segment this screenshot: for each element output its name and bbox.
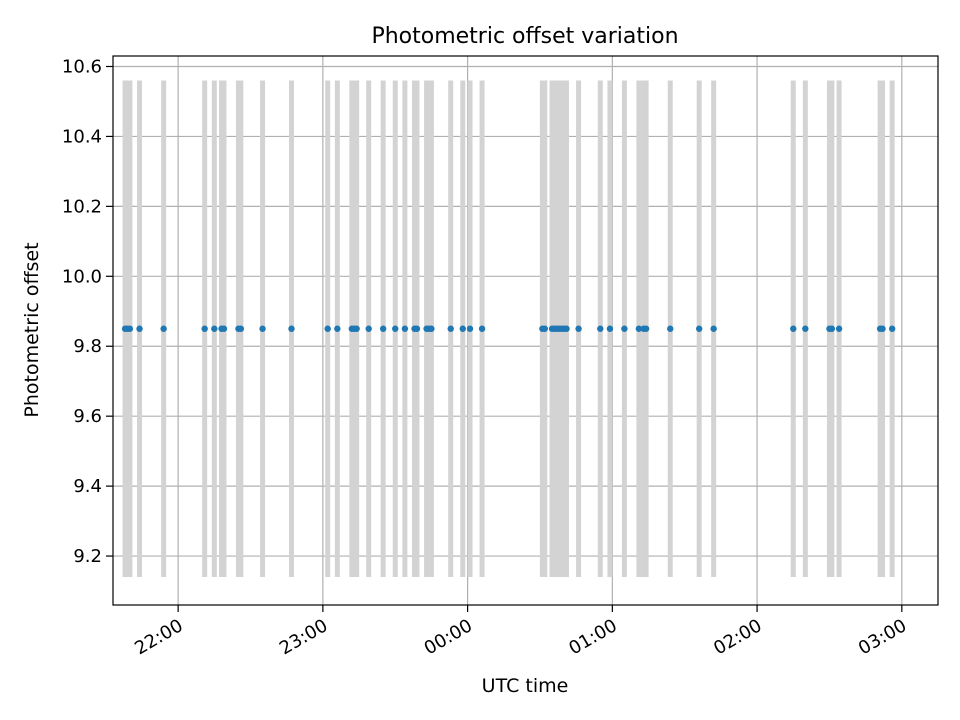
data-point: [334, 325, 341, 332]
data-point: [642, 325, 650, 332]
data-point: [575, 325, 582, 332]
y-tick-label: 10.4: [62, 126, 102, 147]
data-point: [621, 325, 628, 332]
data-point: [413, 325, 421, 332]
data-point: [667, 325, 674, 332]
data-point: [879, 325, 886, 332]
data-point: [828, 325, 836, 332]
data-point: [324, 325, 331, 332]
data-point: [606, 325, 614, 332]
data-point: [802, 325, 809, 332]
data-point: [447, 325, 454, 332]
plot-frame: [112, 55, 939, 606]
y-tick-label: 9.2: [73, 546, 102, 567]
data-point: [365, 325, 372, 332]
y-tick-label: 9.8: [73, 336, 102, 357]
data-point: [459, 325, 466, 332]
data-point: [126, 325, 134, 332]
data-point: [695, 325, 703, 332]
data-point: [428, 325, 435, 332]
y-tick-label: 10.0: [62, 266, 102, 287]
data-point: [541, 325, 548, 332]
data-point: [790, 325, 797, 332]
data-point: [259, 325, 266, 332]
data-point: [563, 325, 570, 332]
data-point: [201, 325, 208, 332]
data-point: [401, 325, 409, 332]
data-point: [160, 325, 167, 332]
data-point: [835, 325, 843, 332]
data-point: [392, 325, 399, 332]
data-point: [478, 325, 486, 332]
data-point: [353, 325, 360, 332]
y-tick-label: 9.6: [73, 406, 102, 427]
chart-title: Photometric offset variation: [371, 24, 678, 49]
data-point: [237, 325, 245, 332]
y-tick-label: 10.6: [62, 56, 102, 77]
x-axis-label: UTC time: [482, 675, 569, 697]
data-point: [635, 325, 643, 332]
data-point: [710, 325, 717, 332]
data-points: [121, 325, 896, 332]
y-axis-label: Photometric offset: [21, 242, 43, 417]
data-point: [597, 325, 604, 332]
y-tick-label: 9.4: [73, 476, 102, 497]
data-point: [136, 325, 143, 332]
data-point: [379, 325, 387, 332]
data-point: [888, 325, 896, 332]
data-point: [466, 325, 474, 332]
data-point: [211, 325, 218, 332]
data-point: [220, 325, 228, 332]
y-tick-label: 10.2: [62, 196, 102, 217]
data-point: [288, 325, 295, 332]
